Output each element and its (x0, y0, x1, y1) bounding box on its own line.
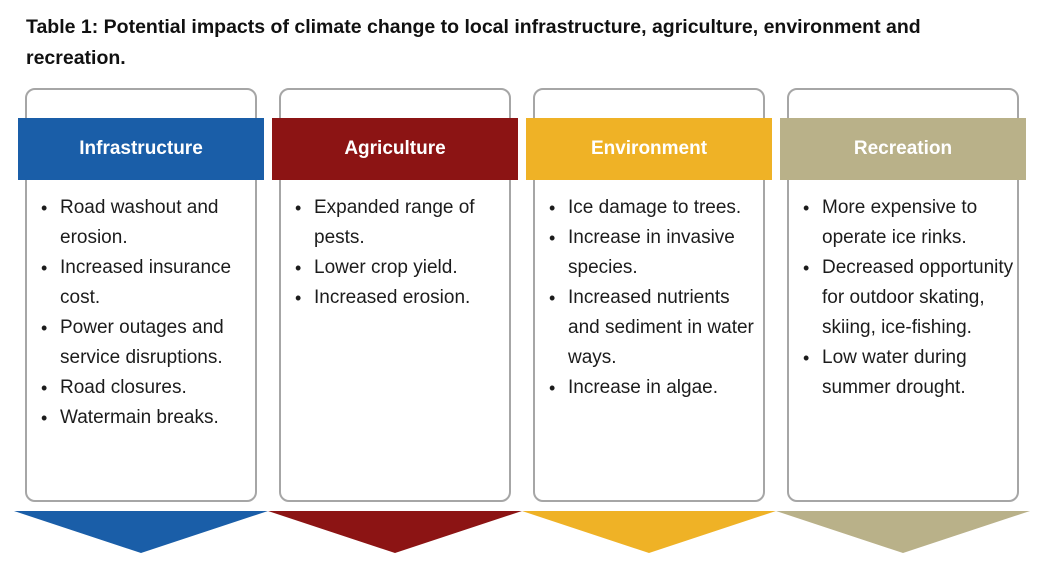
table-caption: Table 1: Potential impacts of climate ch… (26, 16, 921, 69)
list-item: Lower crop yield. (281, 253, 507, 283)
down-arrow-agriculture (268, 511, 522, 553)
column-infrastructure: Road washout and erosion. Increased insu… (14, 88, 268, 553)
list-item: More expensive to operate ice rinks. (789, 193, 1015, 253)
list-item: Power outages and service disruptions. (27, 313, 253, 373)
down-arrow-infrastructure (14, 511, 268, 553)
impact-list-environment: Ice damage to trees. Increase in invasiv… (535, 90, 763, 403)
list-item: Low water during summer drought. (789, 343, 1015, 403)
column-header-label: Environment (590, 138, 708, 159)
list-item: Watermain breaks. (27, 403, 253, 433)
column-header-label: Recreation (853, 138, 953, 159)
list-item: Expanded range of pests. (281, 193, 507, 253)
list-item: Increase in algae. (535, 373, 761, 403)
columns-row: Road washout and erosion. Increased insu… (14, 88, 1030, 553)
list-item: Road closures. (27, 373, 253, 403)
list-item: Increased insurance cost. (27, 253, 253, 313)
list-item: Decreased opportunity for outdoor skatin… (789, 253, 1015, 343)
list-item: Road washout and erosion. (27, 193, 253, 253)
column-header-label: Infrastructure (79, 138, 203, 159)
down-arrow-recreation (776, 511, 1030, 553)
column-header-label: Agriculture (344, 138, 446, 159)
list-item: Ice damage to trees. (535, 193, 761, 223)
impact-list-recreation: More expensive to operate ice rinks. Dec… (789, 90, 1017, 403)
impact-list-infrastructure: Road washout and erosion. Increased insu… (27, 90, 255, 433)
column-header-recreation: Recreation (780, 118, 1026, 180)
column-header-agriculture: Agriculture (272, 118, 518, 180)
column-recreation: More expensive to operate ice rinks. Dec… (776, 88, 1030, 553)
impact-list-agriculture: Expanded range of pests. Lower crop yiel… (281, 90, 509, 313)
down-arrow-environment (522, 511, 776, 553)
list-item: Increased erosion. (281, 283, 507, 313)
list-item: Increase in invasive species. (535, 223, 761, 283)
column-agriculture: Expanded range of pests. Lower crop yiel… (268, 88, 522, 553)
column-header-environment: Environment (526, 118, 772, 180)
column-header-infrastructure: Infrastructure (18, 118, 264, 180)
column-environment: Ice damage to trees. Increase in invasiv… (522, 88, 776, 553)
list-item: Increased nutrients and sediment in wate… (535, 283, 761, 373)
